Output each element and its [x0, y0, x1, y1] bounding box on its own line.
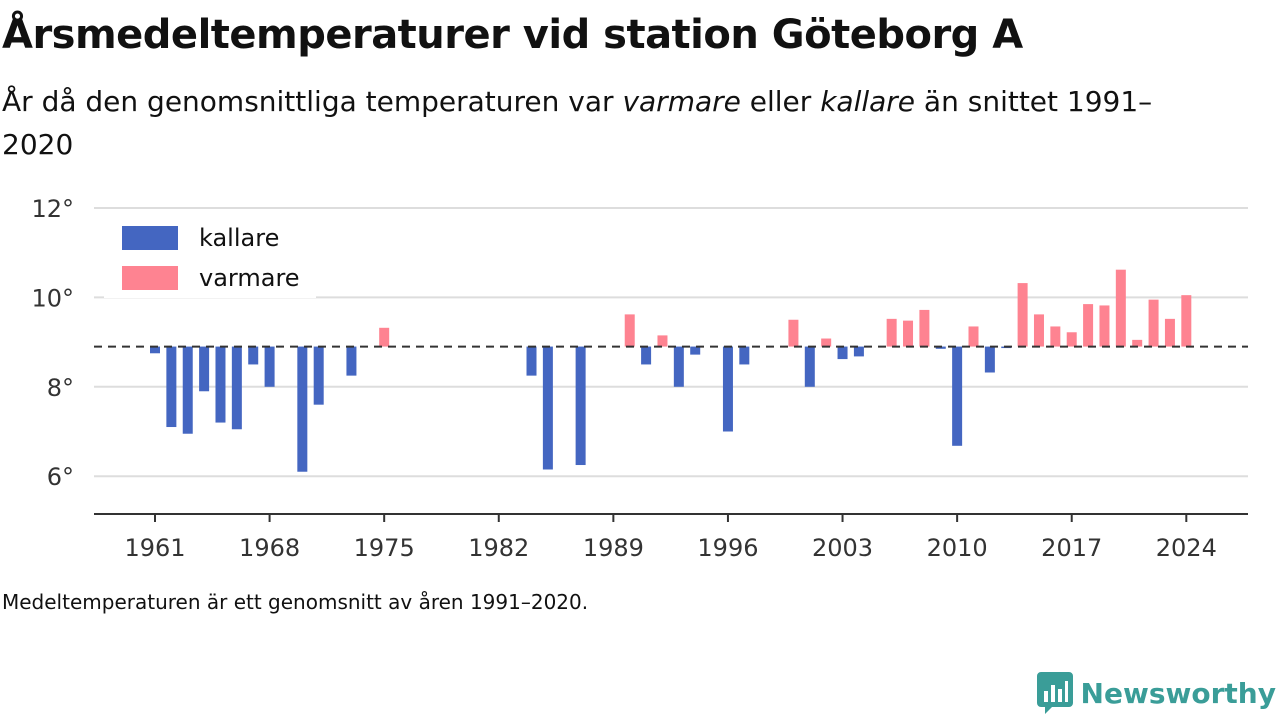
subtitle-emphasis-colder: kallare	[820, 85, 916, 118]
bar-kallare-1961	[150, 346, 160, 354]
x-tick-label: 2024	[1156, 534, 1217, 562]
bar-varmare-2006	[886, 318, 897, 347]
bar-varmare-2017	[1066, 332, 1077, 347]
bar-kallare-2012	[984, 346, 995, 373]
bar-kallare-1964	[199, 346, 210, 392]
bar-kallare-1991	[641, 346, 652, 365]
bar-varmare-2007	[903, 320, 914, 347]
bar-kallare-1965	[215, 346, 226, 423]
bar-kallare-1962	[166, 346, 177, 428]
bar-varmare-2015	[1033, 314, 1044, 347]
bar-kallare-1993	[673, 346, 684, 387]
legend-label-varmare: varmare	[199, 264, 300, 292]
subtitle-text-2: eller	[740, 85, 821, 118]
bar-kallare-2004	[853, 346, 864, 357]
y-tick-label: 8°	[47, 374, 74, 402]
bar-kallare-2009	[935, 346, 946, 349]
bar-kallare-1971	[313, 346, 324, 405]
bar-kallare-1984	[526, 346, 537, 376]
bar-varmare-2000	[788, 319, 799, 347]
bar-varmare-2019	[1099, 305, 1110, 347]
bar-varmare-2020	[1115, 269, 1126, 347]
bar-kallare-1966	[231, 346, 242, 430]
y-tick-label: 12°	[31, 195, 74, 223]
y-tick-label: 6°	[47, 463, 74, 491]
bar-kallare-1985	[542, 346, 553, 470]
bar-kallare-2001	[804, 346, 815, 387]
bar-kallare-1997	[739, 346, 750, 365]
bar-kallare-1996	[722, 346, 733, 432]
bar-varmare-1975	[379, 327, 390, 347]
legend-swatch-kallare	[122, 226, 178, 250]
bar-kallare-2003	[837, 346, 848, 360]
x-tick-label: 1996	[697, 534, 758, 562]
legend: kallare varmare	[104, 212, 316, 298]
bar-kallare-1967	[248, 346, 259, 365]
bar-varmare-2018	[1083, 304, 1094, 347]
bar-varmare-1992	[657, 335, 668, 347]
subtitle-text-3: än snittet 1991–2020	[2, 85, 1153, 161]
bar-varmare-2011	[968, 326, 979, 347]
bar-kallare-2010	[952, 346, 963, 446]
subtitle-emphasis-warmer: varmare	[622, 85, 741, 118]
legend-swatch-varmare	[122, 266, 178, 290]
y-axis-tick-labels: 6° 8° 10° 12°	[31, 195, 74, 491]
x-axis-ticks: 1961 1968 1975 1982 1989 1996 2003 2010 2017 2024	[124, 514, 1217, 562]
bar-kallare-1970	[297, 346, 308, 472]
y-tick-label: 10°	[31, 284, 74, 312]
x-tick-label: 1982	[468, 534, 529, 562]
x-tick-label: 2003	[812, 534, 873, 562]
bar-varmare-2023	[1164, 318, 1175, 347]
bar-kallare-1994	[690, 346, 701, 355]
bar-varmare-2002	[821, 338, 832, 347]
bar-varmare-2022	[1148, 299, 1159, 347]
bars	[150, 269, 1192, 472]
x-tick-label: 2010	[927, 534, 988, 562]
footnote-caption: Medeltemperaturen är ett genomsnitt av å…	[2, 590, 589, 614]
bar-varmare-1990	[624, 314, 635, 347]
bar-varmare-2008	[919, 309, 930, 347]
chart-subtitle: År då den genomsnittliga temperaturen va…	[2, 80, 1202, 166]
chart-title: Årsmedeltemperaturer vid station Götebor…	[2, 12, 1023, 58]
bar-varmare-2021	[1132, 339, 1143, 347]
bar-kallare-1968	[264, 346, 275, 387]
temperature-bar-chart: 6° 8° 10° 12° 1961 1968 1975 1982 1989 1996 2003 2…	[31, 195, 1248, 562]
x-tick-label: 2017	[1041, 534, 1102, 562]
bar-kallare-1973	[346, 346, 357, 376]
subtitle-text-1: År då den genomsnittliga temperaturen va…	[2, 85, 623, 118]
bar-kallare-1963	[182, 346, 193, 434]
x-tick-label: 1975	[354, 534, 415, 562]
grid-lines	[94, 207, 1248, 478]
legend-label-kallare: kallare	[199, 224, 279, 252]
brand-name: Newsworthy	[1080, 676, 1276, 710]
bar-varmare-2016	[1050, 326, 1061, 347]
x-tick-label: 1989	[583, 534, 644, 562]
bar-varmare-2024	[1181, 295, 1192, 347]
x-tick-label: 1968	[239, 534, 300, 562]
chart-bubble-icon	[1036, 672, 1073, 714]
x-tick-label: 1961	[124, 534, 185, 562]
bar-varmare-2014	[1017, 283, 1028, 347]
bar-kallare-1987	[575, 346, 586, 466]
newsworthy-logo: Newsworthy	[1036, 672, 1276, 714]
